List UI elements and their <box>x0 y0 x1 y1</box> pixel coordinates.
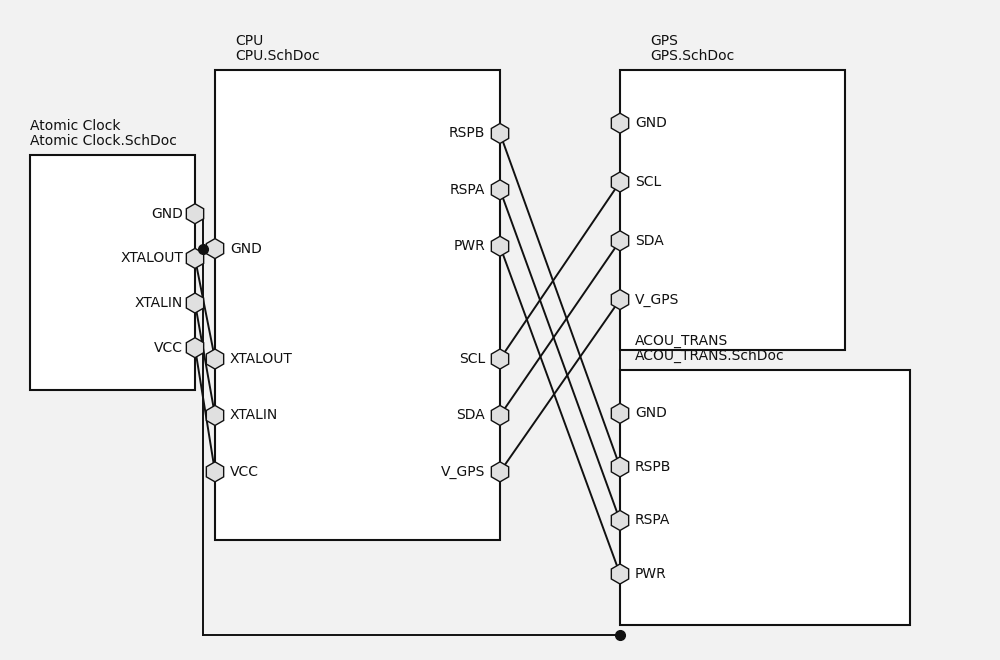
FancyBboxPatch shape <box>620 370 910 625</box>
Text: RSPA: RSPA <box>450 183 485 197</box>
Polygon shape <box>186 204 204 224</box>
Polygon shape <box>611 231 629 251</box>
Text: V_GPS: V_GPS <box>635 292 679 307</box>
Text: XTALIN: XTALIN <box>135 296 183 310</box>
Polygon shape <box>611 403 629 423</box>
Polygon shape <box>206 462 224 482</box>
Text: SDA: SDA <box>635 234 664 248</box>
Polygon shape <box>491 236 509 256</box>
Text: ACOU_TRANS: ACOU_TRANS <box>635 334 728 348</box>
Text: RSPB: RSPB <box>449 127 485 141</box>
Text: PWR: PWR <box>635 567 667 581</box>
FancyBboxPatch shape <box>620 70 845 350</box>
Polygon shape <box>611 114 629 133</box>
Text: VCC: VCC <box>230 465 259 479</box>
Polygon shape <box>611 510 629 531</box>
Polygon shape <box>491 349 509 369</box>
Text: PWR: PWR <box>453 240 485 253</box>
Text: ACOU_TRANS.SchDoc: ACOU_TRANS.SchDoc <box>635 349 785 363</box>
Polygon shape <box>206 349 224 369</box>
Polygon shape <box>206 405 224 426</box>
Text: Atomic Clock: Atomic Clock <box>30 119 120 133</box>
Text: CPU: CPU <box>235 34 263 48</box>
Text: GPS: GPS <box>650 34 678 48</box>
Text: SCL: SCL <box>635 175 661 189</box>
Text: SDA: SDA <box>456 409 485 422</box>
Text: VCC: VCC <box>154 341 183 354</box>
Polygon shape <box>186 248 204 269</box>
Text: CPU.SchDoc: CPU.SchDoc <box>235 49 320 63</box>
Text: XTALOUT: XTALOUT <box>230 352 293 366</box>
Text: Atomic Clock.SchDoc: Atomic Clock.SchDoc <box>30 134 177 148</box>
Polygon shape <box>491 180 509 200</box>
Polygon shape <box>491 405 509 426</box>
Polygon shape <box>491 123 509 143</box>
Text: V_GPS: V_GPS <box>441 465 485 479</box>
Polygon shape <box>611 172 629 192</box>
Polygon shape <box>611 564 629 584</box>
Polygon shape <box>186 338 204 358</box>
Text: GND: GND <box>635 407 667 420</box>
Text: XTALIN: XTALIN <box>230 409 278 422</box>
FancyBboxPatch shape <box>215 70 500 540</box>
FancyBboxPatch shape <box>30 155 195 390</box>
Polygon shape <box>611 457 629 477</box>
Text: GND: GND <box>151 207 183 220</box>
Polygon shape <box>611 290 629 310</box>
Polygon shape <box>206 239 224 259</box>
Polygon shape <box>186 293 204 313</box>
Text: SCL: SCL <box>459 352 485 366</box>
Polygon shape <box>491 462 509 482</box>
Text: RSPA: RSPA <box>635 513 670 527</box>
Text: RSPB: RSPB <box>635 460 671 474</box>
Text: XTALOUT: XTALOUT <box>120 251 183 265</box>
Text: GND: GND <box>635 116 667 130</box>
Text: GND: GND <box>230 242 262 255</box>
Text: GPS.SchDoc: GPS.SchDoc <box>650 49 734 63</box>
